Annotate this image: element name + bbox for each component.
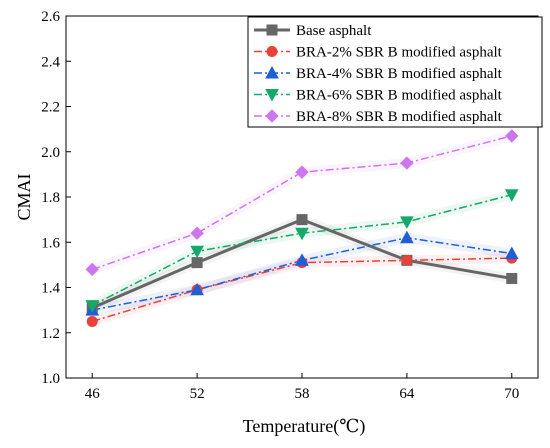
series-4-point (190, 245, 204, 259)
series-3-point (295, 253, 309, 266)
x-axis-label: Temperature(℃) (243, 416, 366, 437)
y-axis-label: CMAI (14, 173, 34, 220)
series-1-point (296, 214, 308, 226)
series-5-point (190, 226, 204, 240)
series-band (90, 131, 514, 275)
series-1-point (191, 257, 203, 269)
series-1-point (506, 272, 518, 284)
y-tick-label: 2.0 (41, 145, 60, 161)
legend-label-4: BRA-6% SBR B modified asphalt (296, 88, 503, 104)
y-tick-label: 2.6 (41, 9, 60, 25)
series-5-point (505, 129, 519, 143)
series-line-2 (92, 257, 512, 323)
legend-label-5: BRA-8% SBR B modified asphalt (296, 109, 503, 125)
legend-label-2: BRA-2% SBR B modified asphalt (296, 45, 503, 61)
x-axis-ticks: 46 52 58 64 70 (85, 373, 519, 402)
series-3-point (190, 282, 204, 296)
legend-label-3: BRA-4% SBR B modified asphalt (296, 66, 503, 82)
x-tick-label: 52 (190, 386, 205, 402)
series-2-point (86, 315, 98, 327)
legend-marker-4 (265, 89, 279, 102)
legend-label-1: Base asphalt (296, 23, 372, 39)
series-2-point (401, 254, 413, 266)
legend-marker-2 (266, 46, 278, 57)
y-tick-label: 1.6 (41, 235, 60, 251)
legend-box (247, 16, 543, 128)
y-tick-label: 1.0 (41, 371, 60, 387)
x-tick-label: 58 (295, 386, 310, 402)
series-5-point (85, 262, 99, 277)
y-tick-label: 1.4 (41, 281, 60, 297)
series-4-point (85, 300, 100, 313)
x-tick-label: 64 (399, 386, 415, 402)
series-3-point (504, 246, 519, 260)
series-5-point (295, 165, 309, 179)
series-5-point (400, 156, 414, 170)
legend: Base asphalt BRA-2% SBR B modified asphal… (247, 16, 543, 128)
y-tick-label: 2.4 (41, 54, 60, 70)
series-4-point (400, 216, 414, 229)
y-axis-ticks: 1.0 1.2 1.4 1.6 1.8 2.0 2.2 2.4 2.6 (41, 9, 71, 387)
legend-marker-1 (266, 24, 278, 36)
x-tick-label: 70 (504, 386, 519, 402)
series-markers (85, 129, 519, 327)
series-line-5 (91, 135, 512, 271)
y-tick-label: 1.8 (41, 190, 60, 206)
x-tick-label: 46 (85, 386, 101, 402)
y-tick-label: 2.2 (41, 100, 60, 116)
legend-marker-3 (265, 65, 279, 79)
series-3-point (400, 230, 414, 244)
y-tick-label: 1.2 (41, 326, 60, 342)
legend-marker-5 (265, 109, 279, 123)
series-4-point (295, 227, 309, 241)
series-4-point (504, 189, 519, 202)
